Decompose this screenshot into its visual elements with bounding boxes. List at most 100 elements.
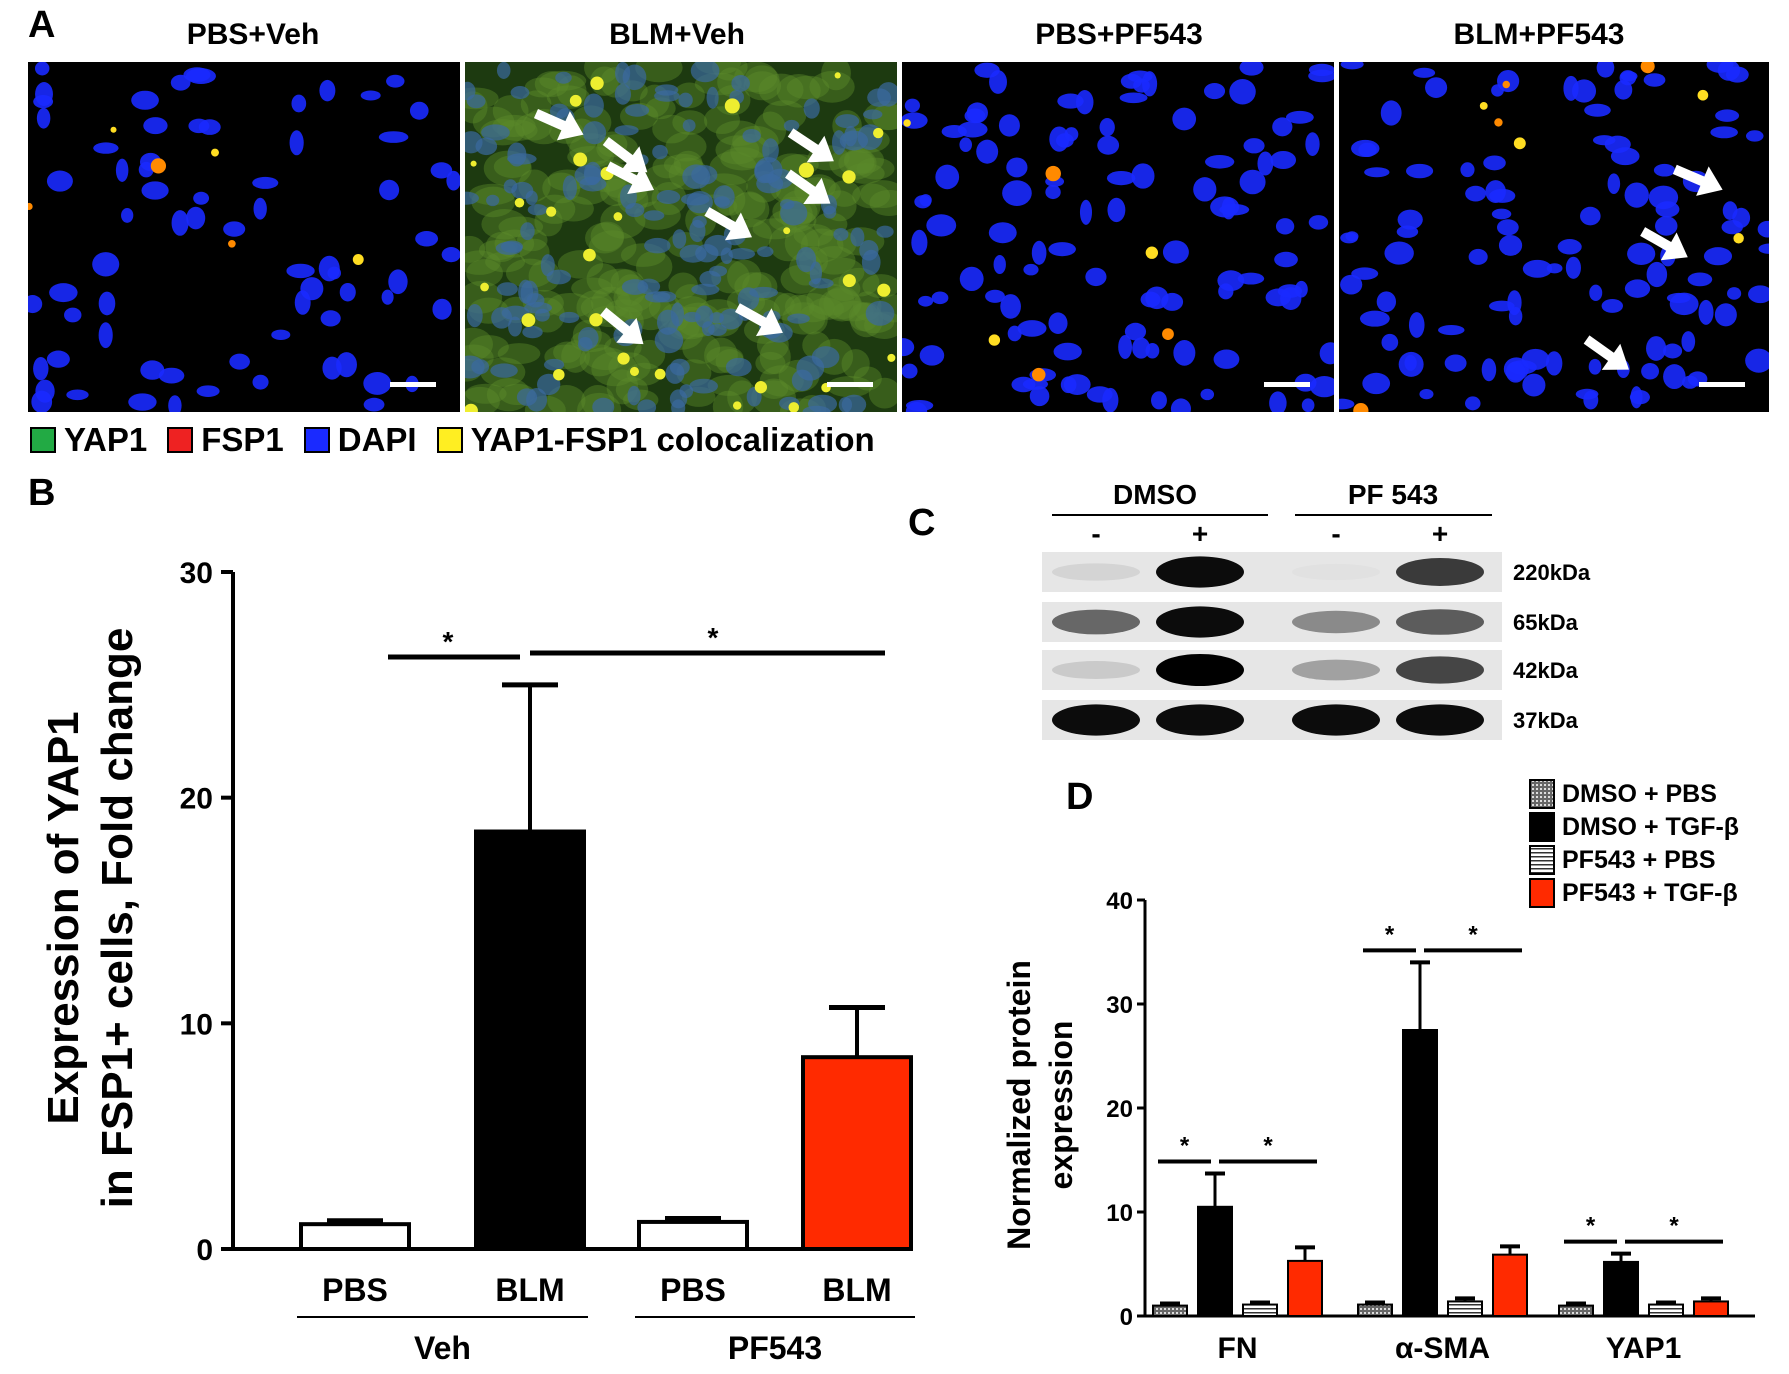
- bar: [1492, 1253, 1528, 1318]
- dapi-nucleus: [1308, 63, 1334, 77]
- dapi-nucleus: [409, 101, 429, 120]
- bar: [1648, 1303, 1684, 1317]
- dapi-nucleus: [1205, 154, 1235, 169]
- dapi-nucleus: [465, 81, 476, 101]
- dapi-nucleus: [1127, 70, 1153, 83]
- coloc-spot: [842, 274, 856, 288]
- dapi-nucleus: [66, 389, 89, 401]
- bar: [1197, 1205, 1233, 1317]
- cytoplasm-stain: [497, 343, 541, 365]
- dapi-nucleus: [223, 221, 246, 237]
- dapi-nucleus: [709, 265, 728, 277]
- dapi-nucleus: [1748, 285, 1769, 304]
- dapi-nucleus: [1239, 62, 1264, 76]
- dapi-nucleus: [742, 129, 761, 143]
- dapi-nucleus: [1584, 103, 1611, 117]
- dapi-nucleus: [1681, 331, 1696, 352]
- dapi-nucleus: [1007, 325, 1022, 342]
- dapi-nucleus: [1545, 351, 1563, 376]
- dapi-nucleus: [625, 104, 650, 117]
- cytoplasm-stain: [727, 259, 762, 294]
- coloc-spot: [1697, 89, 1709, 101]
- dapi-nucleus: [1243, 138, 1265, 154]
- dapi-nucleus: [935, 164, 960, 190]
- coloc-spot: [546, 206, 557, 217]
- group-label: Veh: [414, 1330, 471, 1366]
- coloc-spot: [877, 283, 891, 297]
- cytoplasm-stain: [838, 150, 875, 176]
- cytoplasm-stain: [636, 250, 673, 283]
- blot-group-label: DMSO: [1113, 479, 1197, 510]
- coloc-spot: [480, 282, 489, 292]
- treatment-mark: -: [1331, 518, 1340, 549]
- dapi-nucleus: [1758, 243, 1769, 254]
- arrow-shaft: [735, 303, 770, 329]
- dapi-nucleus: [1270, 150, 1297, 170]
- dapi-nucleus: [141, 181, 169, 200]
- blot-band: [1052, 609, 1140, 635]
- dapi-nucleus: [1521, 348, 1550, 370]
- coloc-spot: [798, 162, 814, 178]
- coloc-spot: [724, 98, 740, 114]
- dapi-nucleus: [496, 282, 518, 296]
- y-tick-label: 20: [1106, 1096, 1133, 1123]
- cytoplasm-stain: [868, 377, 897, 409]
- dapi-nucleus: [1229, 79, 1256, 105]
- dapi-nucleus: [1048, 312, 1068, 335]
- coloc-spot: [617, 352, 630, 365]
- dapi-nucleus: [491, 307, 513, 329]
- dapi-nucleus: [1715, 109, 1740, 122]
- cytoplasm-stain: [843, 149, 875, 174]
- dapi-nucleus: [911, 229, 928, 256]
- dapi-nucleus: [1170, 398, 1191, 412]
- dapi-nucleus: [1239, 169, 1266, 195]
- dapi-nucleus: [186, 206, 206, 230]
- dapi-nucleus: [432, 298, 452, 320]
- treatment-mark: +: [1192, 518, 1208, 549]
- dapi-nucleus: [985, 289, 1005, 303]
- dapi-nucleus: [582, 121, 607, 145]
- dapi-nucleus: [574, 164, 602, 186]
- dapi-nucleus: [1491, 208, 1512, 220]
- dapi-nucleus: [1579, 206, 1601, 226]
- cytoplasm-stain: [668, 272, 698, 299]
- micro-background: [28, 62, 460, 412]
- cytoplasm-stain: [590, 286, 631, 319]
- bar: [299, 1222, 411, 1252]
- micrograph-blm-pf543: [1339, 62, 1769, 412]
- cytoplasm-stain: [809, 71, 855, 103]
- coloc-spot: [842, 170, 856, 184]
- dapi-nucleus: [1496, 219, 1519, 236]
- treatment-mark: -: [1091, 518, 1100, 549]
- cytoplasm-stain: [546, 292, 594, 318]
- dapi-nucleus: [1107, 197, 1126, 223]
- arrow-head: [616, 317, 644, 345]
- dapi-nucleus: [1124, 322, 1147, 341]
- dapi-nucleus: [1563, 75, 1579, 101]
- dapi-nucleus: [1497, 69, 1520, 93]
- dapi-nucleus: [559, 311, 580, 324]
- dapi-nucleus: [36, 107, 51, 129]
- coloc-spot: [654, 368, 666, 380]
- dapi-nucleus: [671, 399, 686, 412]
- y-axis-label-line2: in FSP1+ cells, Fold change: [93, 628, 142, 1209]
- y-axis-label-line1: Expression of YAP1: [39, 711, 88, 1124]
- dapi-nucleus: [131, 90, 159, 110]
- dapi-nucleus: [1721, 219, 1743, 235]
- dapi-nucleus: [1596, 62, 1615, 78]
- dapi-nucleus: [386, 74, 405, 88]
- fsp1-swatch: [167, 427, 194, 453]
- legend-swatch: [1529, 845, 1555, 875]
- arrow-head: [1660, 232, 1688, 261]
- dapi-nucleus: [253, 197, 267, 220]
- dapi-nucleus: [1060, 376, 1077, 394]
- dapi-nucleus: [378, 131, 409, 143]
- cytoplasm-stain: [469, 335, 509, 359]
- dapi-nucleus: [838, 396, 853, 412]
- dapi-nucleus: [665, 362, 685, 384]
- dapi-nucleus: [1397, 209, 1423, 230]
- dapi-nucleus: [679, 384, 694, 399]
- bar: [1152, 1304, 1188, 1317]
- dapi-nucleus: [1217, 270, 1245, 292]
- cytoplasm-stain: [524, 77, 561, 98]
